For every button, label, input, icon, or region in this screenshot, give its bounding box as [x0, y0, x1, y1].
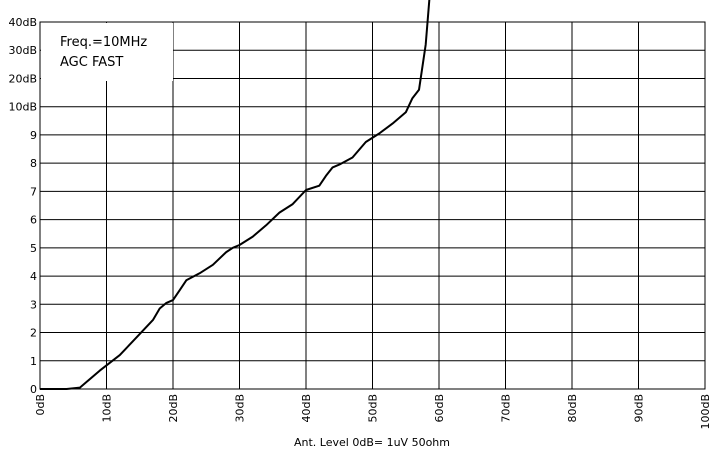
x-tick-label: 0dB [34, 394, 47, 416]
x-tick-label: 70dB [500, 394, 513, 423]
x-tick-labels: 0dB 10dB 20dB 30dB 40dB 50dB 60dB 70dB 80dB 90dB 1… [34, 394, 712, 430]
x-tick-label: 50dB [367, 394, 380, 423]
y-tick-label: 1 [30, 355, 37, 368]
x-tick-label: 40dB [300, 394, 313, 423]
y-tick-label: 5 [30, 242, 37, 255]
y-tick-labels: 0 1 2 3 4 5 6 7 8 9 10dB 20dB 30dB 40dB [8, 16, 37, 396]
y-tick-label: 9 [30, 129, 37, 142]
annotation-box: Freq.=10MHz AGC FAST [41, 23, 173, 81]
annotation-background [41, 23, 173, 81]
y-tick-label: 6 [30, 214, 37, 227]
x-tick-label: 30dB [234, 394, 247, 423]
y-tick-label: 4 [30, 270, 37, 283]
y-tick-label: 10dB [8, 101, 37, 114]
x-tick-label: 60dB [433, 394, 446, 423]
y-tick-label: 3 [30, 298, 37, 311]
annotation-line-1: Freq.=10MHz [60, 35, 147, 50]
x-tick-label: 20dB [167, 394, 180, 423]
y-tick-label: 40dB [8, 16, 37, 29]
x-axis-title: Ant. Level 0dB= 1uV 50ohm [294, 436, 450, 449]
y-tick-label: 20dB [8, 72, 37, 85]
x-tick-label: 90dB [633, 394, 646, 423]
series-line [40, 0, 431, 390]
y-tick-label: 30dB [8, 44, 37, 57]
y-tick-label: 2 [30, 327, 37, 340]
x-tick-label: 100dB [699, 394, 712, 430]
y-tick-label: 8 [30, 157, 37, 170]
annotation-line-2: AGC FAST [60, 55, 123, 70]
plot-border [39, 21, 706, 390]
y-tick-label: 7 [30, 185, 37, 198]
y-tick-label: 0 [30, 383, 37, 396]
x-tick-label: 10dB [101, 394, 114, 423]
x-tick-label: 80dB [566, 394, 579, 423]
